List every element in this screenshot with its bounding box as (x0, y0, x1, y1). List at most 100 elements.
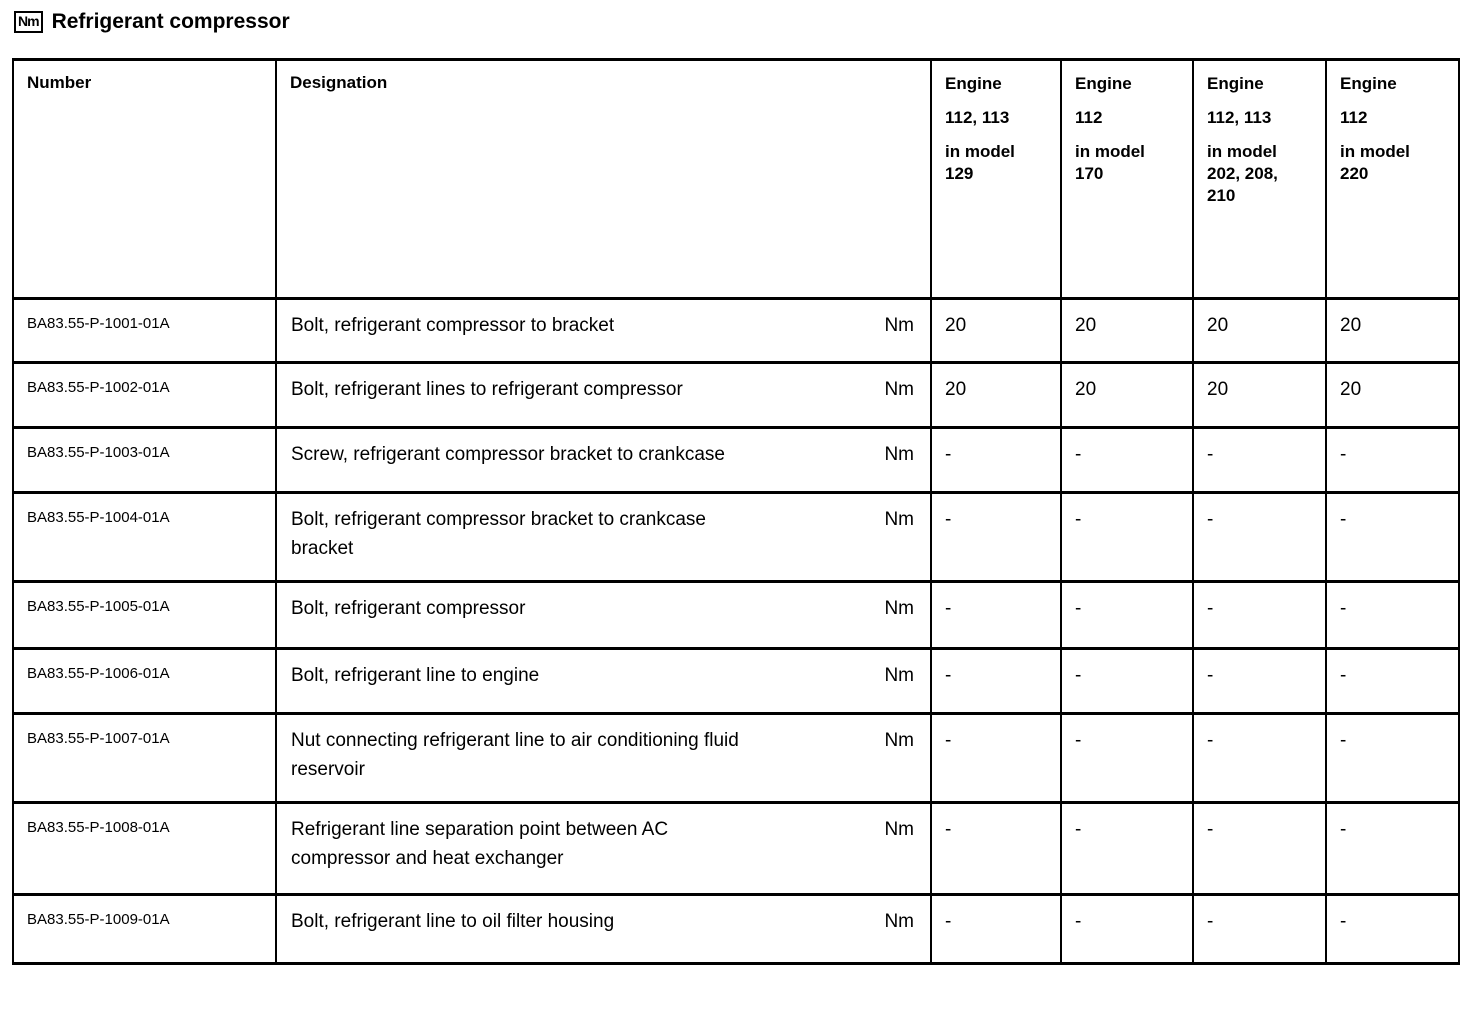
cell-designation: Refrigerant line separation point betwee… (275, 801, 932, 896)
designation-line: Bolt, refrigerant line to oil filter hou… (291, 911, 615, 932)
cell-value-engine-3: 20 (1192, 297, 1327, 364)
engine-header-paragraph: Engine (1207, 73, 1315, 95)
designation-line: Bolt, refrigerant lines to refrigerant c… (291, 379, 683, 400)
cell-designation: Screw, refrigerant compressor bracket to… (275, 426, 932, 494)
cell-value-engine-2: - (1060, 491, 1194, 583)
cell-designation: Bolt, refrigerant line to oil filter hou… (275, 893, 932, 965)
designation-content: Refrigerant line separation point betwee… (291, 815, 914, 873)
designation-content: Bolt, refrigerant lines to refrigerant c… (291, 375, 914, 404)
engine-header-line: in model (1075, 142, 1145, 161)
cell-value-engine-3: - (1192, 801, 1327, 896)
cell-designation: Bolt, refrigerant compressor to bracket N… (275, 297, 932, 364)
cell-value-engine-4: 20 (1325, 361, 1460, 429)
engine-header-line: 129 (945, 164, 974, 183)
engine-header-line: Engine (1207, 74, 1264, 93)
designation-line: Bolt, refrigerant compressor bracket to … (291, 509, 707, 530)
unit-label: Nm (884, 509, 914, 530)
cell-designation: Bolt, refrigerant compressor bracket to … (275, 491, 932, 583)
designation-content: Bolt, refrigerant compressor Nm (291, 594, 914, 623)
engine-header-line: 220 (1340, 164, 1369, 183)
unit-label: Nm (884, 819, 914, 840)
engine-header-line: Engine (1075, 74, 1132, 93)
cell-value-engine-1: - (930, 580, 1062, 650)
designation-line: bracket (291, 538, 354, 559)
engine-header-paragraph: 112 (1075, 107, 1182, 129)
engine-header-line: 170 (1075, 164, 1104, 183)
cell-value-engine-1: - (930, 647, 1062, 715)
col-header-engine-1: Engine 112, 113 in model 129 (930, 58, 1062, 300)
engine-header-line: 202, 208, (1207, 164, 1278, 183)
cell-value-engine-1: 20 (930, 297, 1062, 364)
cell-value-engine-2: - (1060, 893, 1194, 965)
col-header-engine-4: Engine 112 in model 220 (1325, 58, 1460, 300)
table-row: BA83.55-P-1008-01A Refrigerant line separ… (12, 801, 1460, 896)
table-row: BA83.55-P-1007-01A Nut connecting refrige… (12, 712, 1460, 804)
cell-value-engine-4: 20 (1325, 297, 1460, 364)
designation-line: Nut connecting refrigerant line to air c… (291, 730, 739, 751)
col-header-engine-2: Engine 112 in model 170 (1060, 58, 1194, 300)
cell-value-engine-2: - (1060, 580, 1194, 650)
cell-value-engine-3: - (1192, 491, 1327, 583)
engine-header-paragraph: in model 202, 208, 210 (1207, 141, 1315, 207)
cell-number: BA83.55-P-1001-01A (12, 297, 277, 364)
table-header-row: Number Designation Engine 112, 113 in mode… (12, 58, 1460, 300)
designation-text: Bolt, refrigerant line to engine (291, 661, 539, 690)
engine-header-paragraph: in model 170 (1075, 141, 1182, 185)
cell-number: BA83.55-P-1005-01A (12, 580, 277, 650)
table-row: BA83.55-P-1006-01A Bolt, refrigerant line… (12, 647, 1460, 715)
designation-text: Bolt, refrigerant compressor (291, 594, 525, 623)
unit-label: Nm (884, 911, 914, 932)
cell-value-engine-3: - (1192, 580, 1327, 650)
cell-number: BA83.55-P-1003-01A (12, 426, 277, 494)
engine-header-line: Engine (1340, 74, 1397, 93)
engine-header-paragraph: in model 220 (1340, 141, 1448, 185)
cell-number: BA83.55-P-1007-01A (12, 712, 277, 804)
cell-value-engine-2: - (1060, 647, 1194, 715)
unit-label: Nm (884, 665, 914, 686)
designation-content: Bolt, refrigerant compressor bracket to … (291, 505, 914, 563)
cell-value-engine-1: 20 (930, 361, 1062, 429)
designation-line: Bolt, refrigerant compressor to bracket (291, 315, 615, 336)
cell-value-engine-3: - (1192, 426, 1327, 494)
designation-line: reservoir (291, 759, 365, 780)
unit-label: Nm (884, 379, 914, 400)
engine-header-line: 210 (1207, 186, 1236, 205)
designation-text: Nut connecting refrigerant line to air c… (291, 726, 739, 784)
col-header-designation: Designation (275, 58, 932, 300)
designation-text: Bolt, refrigerant compressor to bracket (291, 311, 614, 340)
designation-text: Bolt, refrigerant compressor bracket to … (291, 505, 706, 563)
unit-label: Nm (884, 444, 914, 465)
cell-number: BA83.55-P-1002-01A (12, 361, 277, 429)
designation-content: Bolt, refrigerant line to engine Nm (291, 661, 914, 690)
cell-value-engine-4: - (1325, 712, 1460, 804)
engine-header-line: in model (1340, 142, 1410, 161)
engine-header-line: in model (945, 142, 1015, 161)
engine-header-line: 112 (1075, 108, 1103, 127)
engine-header-paragraph: 112, 113 (945, 107, 1050, 129)
engine-header-paragraph: Engine (1075, 73, 1182, 95)
designation-content: Bolt, refrigerant compressor to bracket N… (291, 311, 914, 340)
designation-line: Refrigerant line separation point betwee… (291, 819, 669, 840)
cell-value-engine-3: - (1192, 712, 1327, 804)
cell-value-engine-3: - (1192, 893, 1327, 965)
designation-line: compressor and heat exchanger (291, 848, 564, 869)
cell-value-engine-2: - (1060, 801, 1194, 896)
cell-value-engine-2: 20 (1060, 297, 1194, 364)
cell-value-engine-4: - (1325, 426, 1460, 494)
engine-header-paragraph: Engine (1340, 73, 1448, 95)
cell-value-engine-4: - (1325, 491, 1460, 583)
cell-value-engine-1: - (930, 712, 1062, 804)
table-row: BA83.55-P-1004-01A Bolt, refrigerant comp… (12, 491, 1460, 583)
col-header-number: Number (12, 58, 277, 300)
designation-content: Nut connecting refrigerant line to air c… (291, 726, 914, 784)
designation-text: Bolt, refrigerant lines to refrigerant c… (291, 375, 683, 404)
page-header: Nm Refrigerant compressor (0, 0, 1472, 36)
unit-label: Nm (884, 730, 914, 751)
table-row: BA83.55-P-1001-01A Bolt, refrigerant comp… (12, 297, 1460, 364)
table-row: BA83.55-P-1002-01A Bolt, refrigerant line… (12, 361, 1460, 429)
designation-text: Screw, refrigerant compressor bracket to… (291, 440, 725, 469)
engine-header-line: 112, 113 (1207, 108, 1272, 127)
cell-value-engine-4: - (1325, 801, 1460, 896)
designation-content: Screw, refrigerant compressor bracket to… (291, 440, 914, 469)
